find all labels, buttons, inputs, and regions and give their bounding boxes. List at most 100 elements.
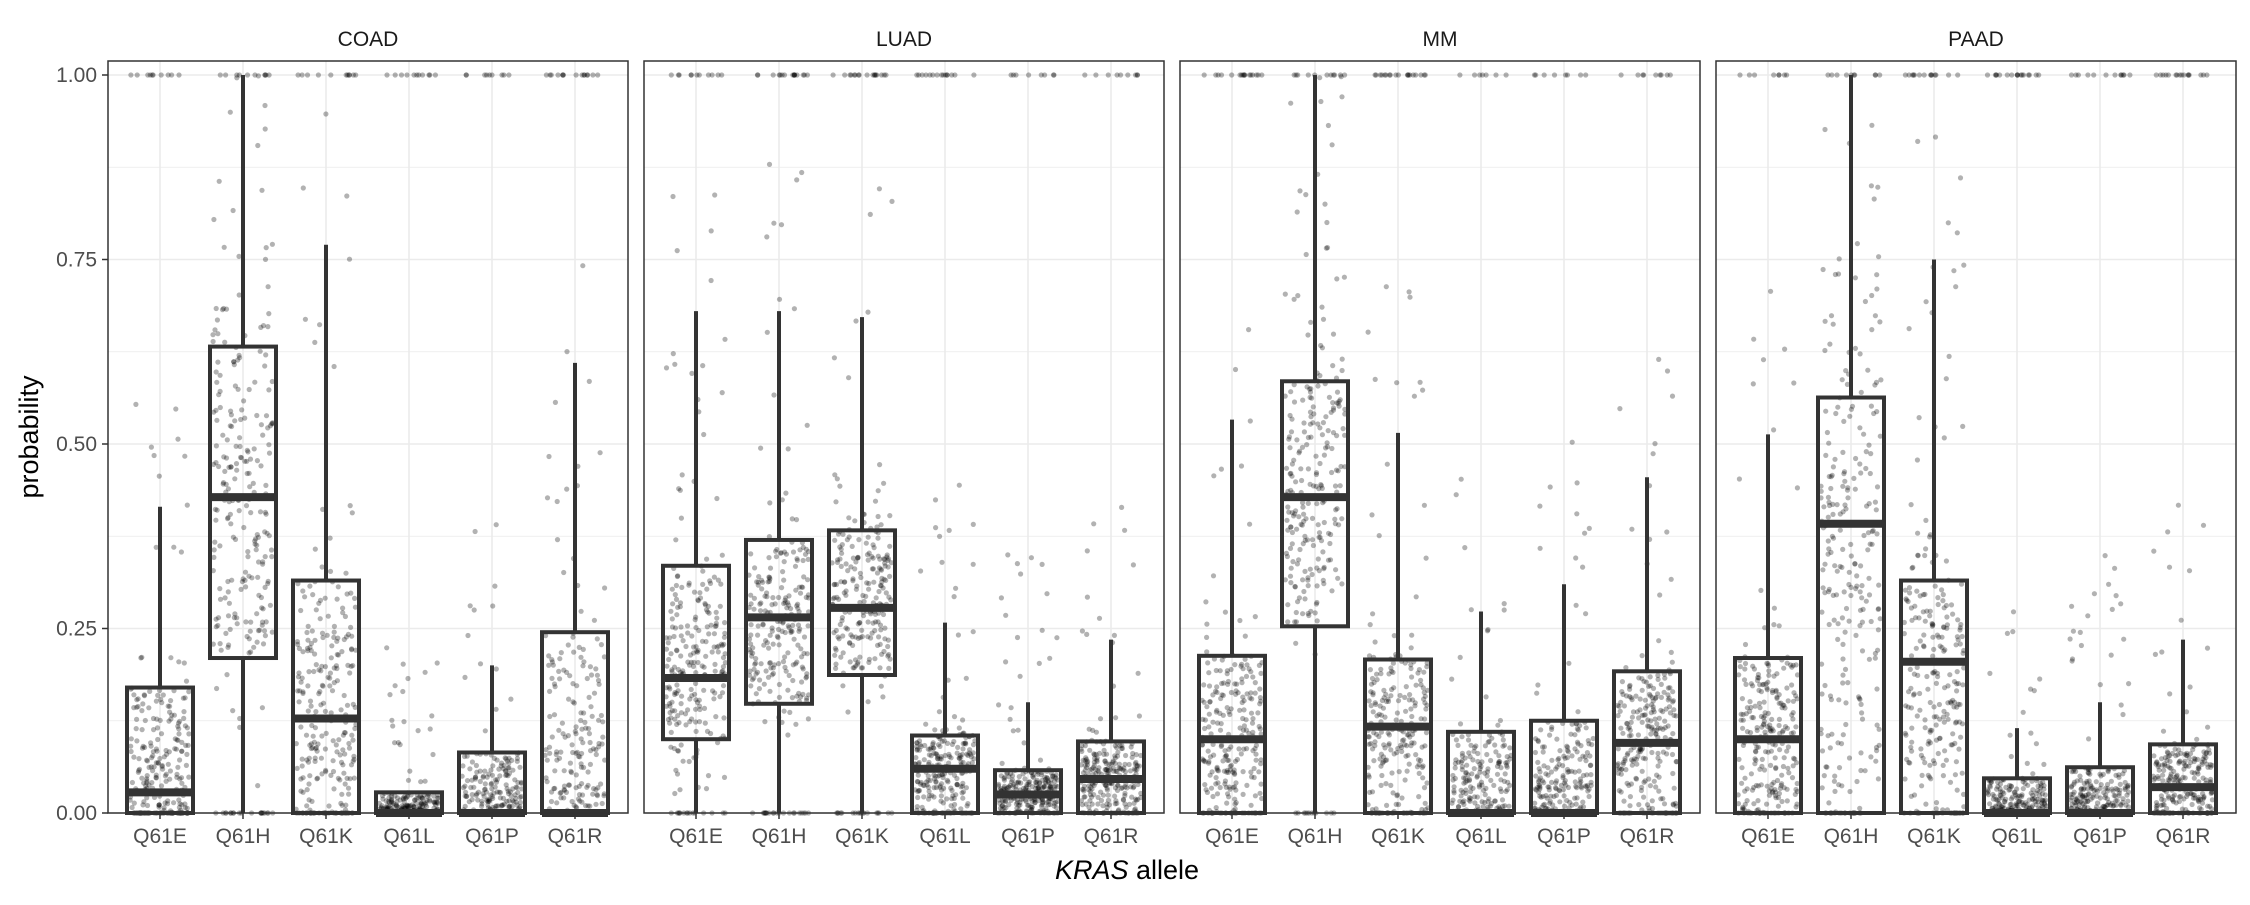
data-point — [718, 582, 723, 587]
data-point — [213, 518, 218, 523]
data-point — [1669, 650, 1674, 655]
data-point — [151, 72, 156, 77]
data-point — [400, 689, 405, 694]
data-point — [783, 600, 788, 605]
data-point — [1587, 526, 1592, 531]
data-point — [700, 582, 705, 587]
data-point — [794, 694, 799, 699]
data-point — [510, 768, 515, 773]
data-point — [781, 578, 786, 583]
data-point — [306, 624, 311, 629]
data-point — [267, 451, 272, 456]
data-point — [493, 777, 498, 782]
data-point — [474, 770, 479, 775]
data-point — [577, 645, 582, 650]
data-point — [134, 726, 139, 731]
data-point — [1638, 746, 1643, 751]
data-point — [935, 754, 940, 759]
data-point — [247, 387, 252, 392]
data-point — [160, 763, 165, 768]
data-point — [1776, 72, 1781, 77]
data-point — [850, 643, 855, 648]
data-point — [176, 659, 181, 664]
data-point — [706, 773, 711, 778]
data-point — [674, 583, 679, 588]
data-point — [800, 692, 805, 697]
data-point — [1250, 748, 1255, 753]
data-point — [790, 695, 795, 700]
data-point — [343, 571, 348, 576]
data-point — [1204, 635, 1209, 640]
data-point — [667, 721, 672, 726]
data-point — [1649, 750, 1654, 755]
data-point — [566, 697, 571, 702]
data-point — [1093, 72, 1098, 77]
data-point — [228, 521, 233, 526]
data-point — [171, 545, 176, 550]
data-point — [1477, 762, 1482, 767]
data-point — [836, 597, 841, 602]
data-point — [1424, 664, 1429, 669]
data-point — [886, 595, 891, 600]
data-point — [1658, 72, 1663, 77]
data-point — [551, 663, 556, 668]
data-point — [418, 779, 423, 784]
data-point — [245, 634, 250, 639]
data-point — [432, 800, 437, 805]
data-point — [566, 642, 571, 647]
data-point — [320, 684, 325, 689]
data-point — [842, 72, 847, 77]
data-point — [331, 786, 336, 791]
data-point — [1659, 695, 1664, 700]
data-point — [263, 257, 268, 262]
data-point — [1259, 72, 1264, 77]
data-point — [346, 741, 351, 746]
data-point — [416, 728, 421, 733]
data-point — [1553, 766, 1558, 771]
data-point — [1414, 683, 1419, 688]
data-point — [557, 676, 562, 681]
data-point — [1505, 754, 1510, 759]
data-point — [433, 72, 438, 77]
data-point — [1651, 686, 1656, 691]
data-point — [320, 564, 325, 569]
data-point — [887, 574, 892, 579]
data-point — [752, 667, 757, 672]
data-point — [1248, 72, 1253, 77]
data-point — [1293, 479, 1298, 484]
data-point — [833, 666, 838, 671]
data-point — [671, 634, 676, 639]
data-point — [669, 667, 674, 672]
data-point — [803, 675, 808, 680]
data-point — [931, 740, 936, 745]
data-point — [1374, 72, 1379, 77]
data-point — [580, 72, 585, 77]
data-point — [474, 793, 479, 798]
data-point — [314, 662, 319, 667]
data-point — [1398, 693, 1403, 698]
data-point — [332, 665, 337, 670]
data-point — [169, 713, 174, 718]
data-point — [1769, 717, 1774, 722]
data-point — [347, 746, 352, 751]
data-point — [1011, 728, 1016, 733]
data-point — [138, 655, 143, 660]
data-point — [313, 547, 318, 552]
data-point — [1629, 781, 1634, 786]
data-point — [1620, 731, 1625, 736]
data-point — [349, 634, 354, 639]
data-point — [1493, 798, 1498, 803]
data-point — [1214, 690, 1219, 695]
data-point — [854, 584, 859, 589]
data-point — [256, 628, 261, 633]
data-point — [1334, 433, 1339, 438]
data-point — [880, 694, 885, 699]
data-point — [1208, 754, 1213, 759]
data-point — [1241, 769, 1246, 774]
data-point — [564, 349, 569, 354]
data-point — [1636, 675, 1641, 680]
data-point — [141, 744, 146, 749]
data-point — [263, 633, 268, 638]
data-point — [256, 73, 261, 78]
data-point — [1219, 744, 1224, 749]
